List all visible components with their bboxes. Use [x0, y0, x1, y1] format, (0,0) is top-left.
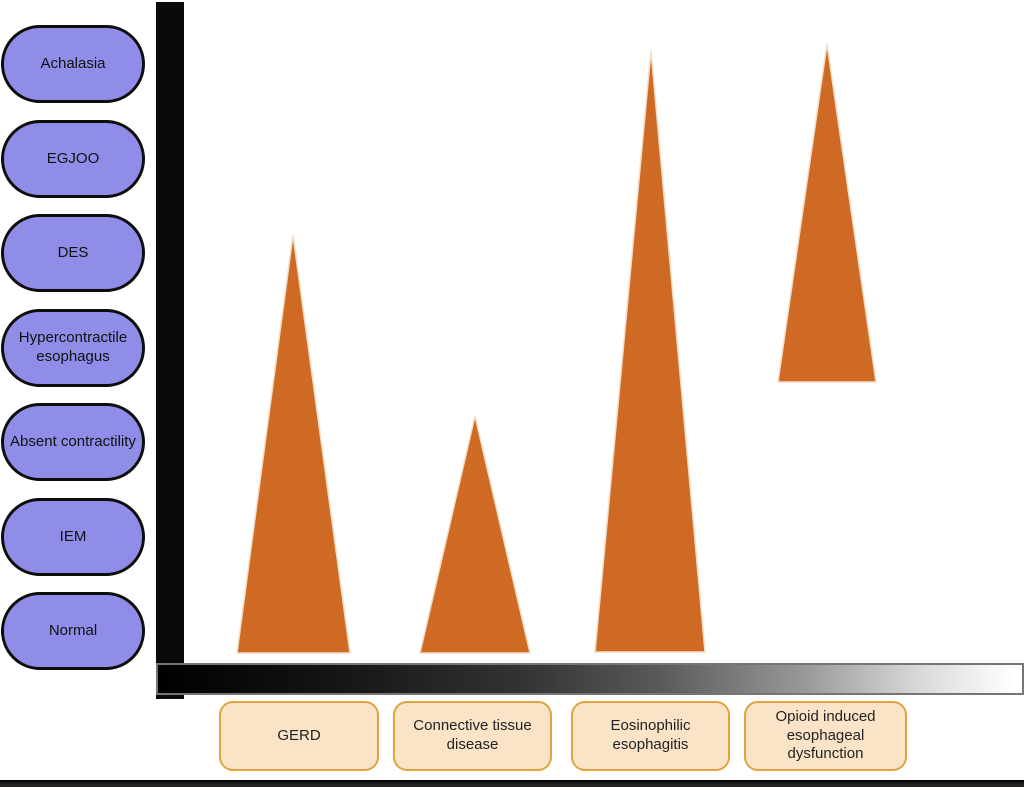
x-axis-label-eosinophilic-esophagitis: Eosinophilic esophagitis: [571, 701, 730, 771]
y-axis-label-text: Normal: [48, 621, 98, 639]
x-axis-label-gerd: GERD: [219, 701, 379, 771]
y-axis-label-text: IEM: [59, 527, 87, 545]
y-axis-label-iem: IEM: [1, 498, 145, 576]
y-axis-label-egjoo: EGJOO: [1, 120, 145, 198]
y-axis-label-text: Absent contractility: [10, 432, 136, 450]
x-axis-label-text: Connective tissue disease: [413, 717, 532, 753]
x-axis-gradient-bar: [156, 663, 1024, 695]
y-axis-bar: [156, 2, 184, 699]
triangle-gerd: [236, 234, 351, 654]
y-axis-label-absent-contractility: Absent contractility: [1, 403, 145, 481]
y-axis-label-text: Hypercontractile esophagus: [18, 329, 128, 365]
y-axis-label-achalasia: Achalasia: [1, 25, 145, 103]
y-axis-label-text: DES: [57, 243, 89, 261]
y-axis-label-text: EGJOO: [46, 149, 100, 167]
y-axis-label-normal: Normal: [1, 592, 145, 670]
y-axis-label-des: DES: [1, 214, 145, 292]
x-axis-label-text: GERD: [277, 726, 321, 744]
triangle-eosinophilic-esophagitis: [594, 50, 706, 653]
x-axis-label-text: Eosinophilic esophagitis: [610, 717, 691, 753]
y-axis-label-hypercontractile-esophagus: Hypercontractile esophagus: [1, 309, 145, 387]
x-axis-label-connective-tissue-disease: Connective tissue disease: [393, 701, 552, 771]
x-axis-label-text: Opioid induced esophageal dysfunction: [775, 707, 876, 763]
x-axis-label-opioid-induced-esophageal-dysfunction: Opioid induced esophageal dysfunction: [744, 701, 907, 771]
bottom-cropped-image-strip: [0, 780, 1024, 787]
triangle-opioid-induced-esophageal-dysfunction: [777, 43, 877, 383]
triangle-connective-tissue-disease: [419, 415, 531, 654]
y-axis-label-text: Achalasia: [40, 54, 106, 72]
